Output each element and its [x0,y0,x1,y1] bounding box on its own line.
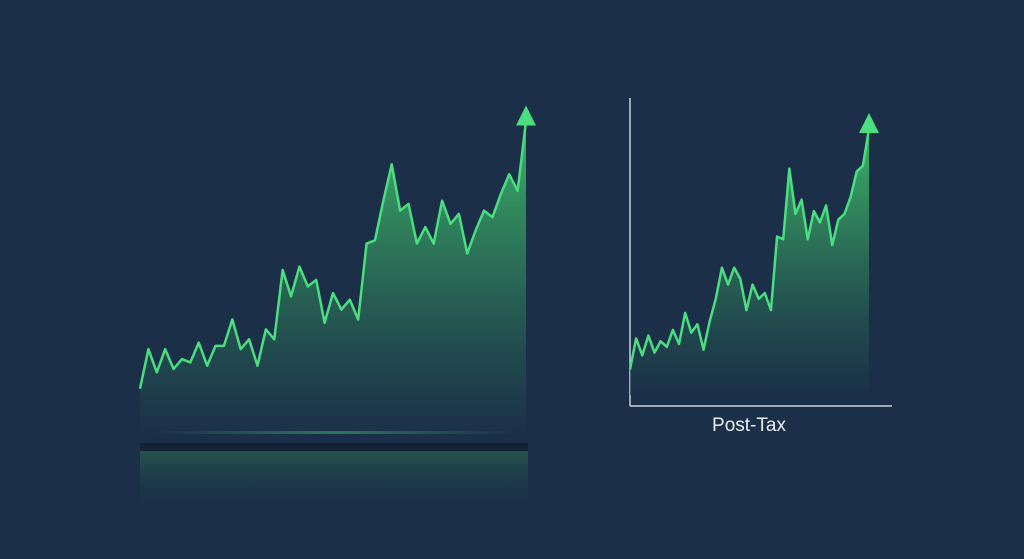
arrow-head [516,105,536,126]
arrow-head [859,112,879,133]
reflection [140,448,528,513]
area [140,121,526,435]
shadow [140,443,528,451]
x-axis-label: Post-Tax [712,415,786,436]
line [138,121,528,390]
line [628,128,871,370]
